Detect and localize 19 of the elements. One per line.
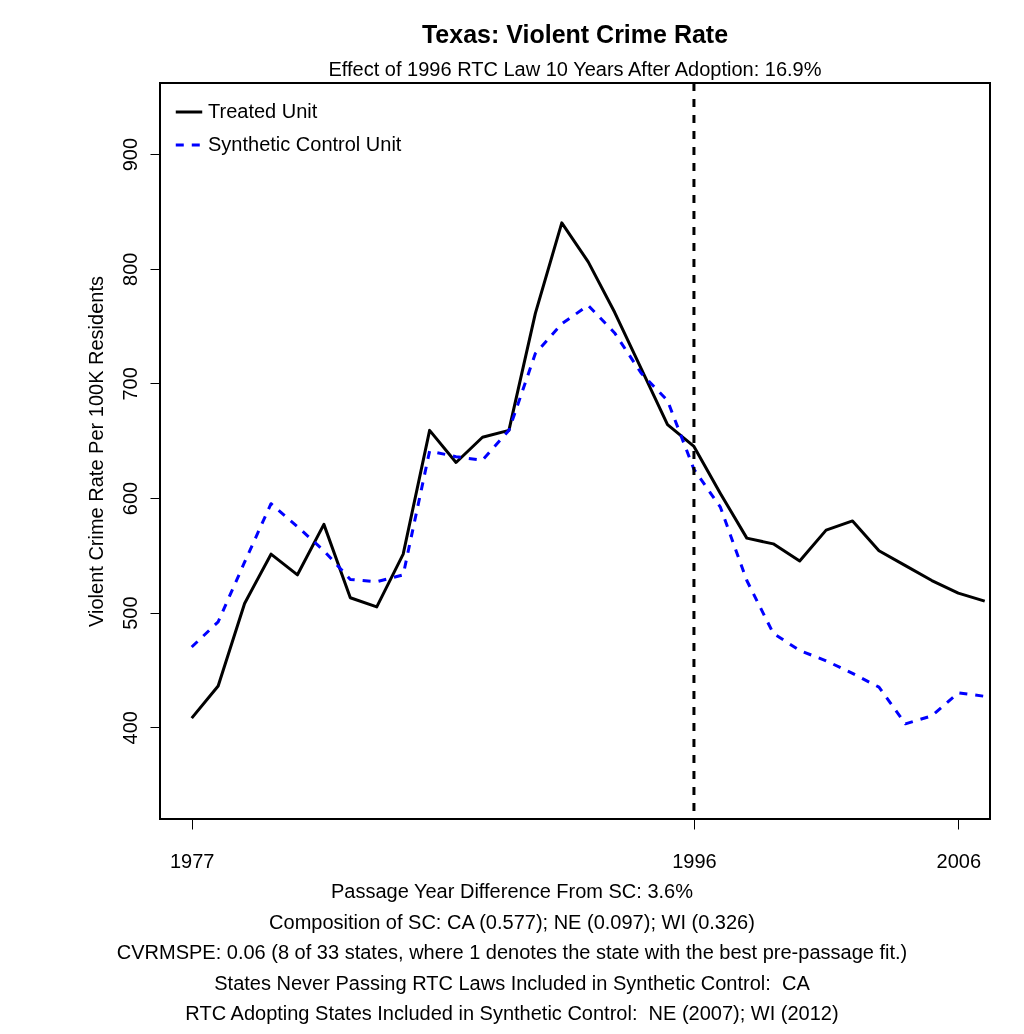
y-tick-label: 400: [118, 711, 141, 745]
legend-label: Treated Unit: [208, 100, 318, 122]
text: RTC Adopting States Included in Synthetic Control: NE (2007); WI (2012): [185, 1002, 839, 1024]
x-tick-label: 1996: [672, 849, 717, 872]
y-tick-label: 700: [118, 367, 141, 401]
y-tick-label: 600: [118, 481, 141, 516]
chart-subtitle: Effect of 1996 RTC Law 10 Years After Adoption: 16.9%: [328, 57, 822, 80]
x-tick-label: 2006: [936, 849, 982, 872]
text: States Never Passing RTC Laws Included in Synthetic Control: CA: [214, 971, 810, 994]
text: Passage Year Difference From SC: 3.6%: [330, 880, 694, 902]
legend-label: Synthetic Control Unit: [208, 133, 402, 155]
y-axis-title: Violent Crime Rate Per 100K Residents: [84, 276, 107, 627]
text: CVRMSPE: 0.06 (8 of 33 states, where 1 denotes the state with the best pre-passage fit.): [116, 941, 908, 963]
y-tick-label: 900: [118, 137, 141, 172]
y-tick-label: 800: [118, 252, 141, 286]
x-tick-label: 1977: [169, 849, 215, 872]
text: Composition of SC: CA (0.577); NE (0.097); WI (0.326): [269, 910, 755, 933]
chart-title: Texas: Violent Crime Rate: [421, 19, 729, 48]
y-tick-label: 500: [118, 596, 141, 630]
